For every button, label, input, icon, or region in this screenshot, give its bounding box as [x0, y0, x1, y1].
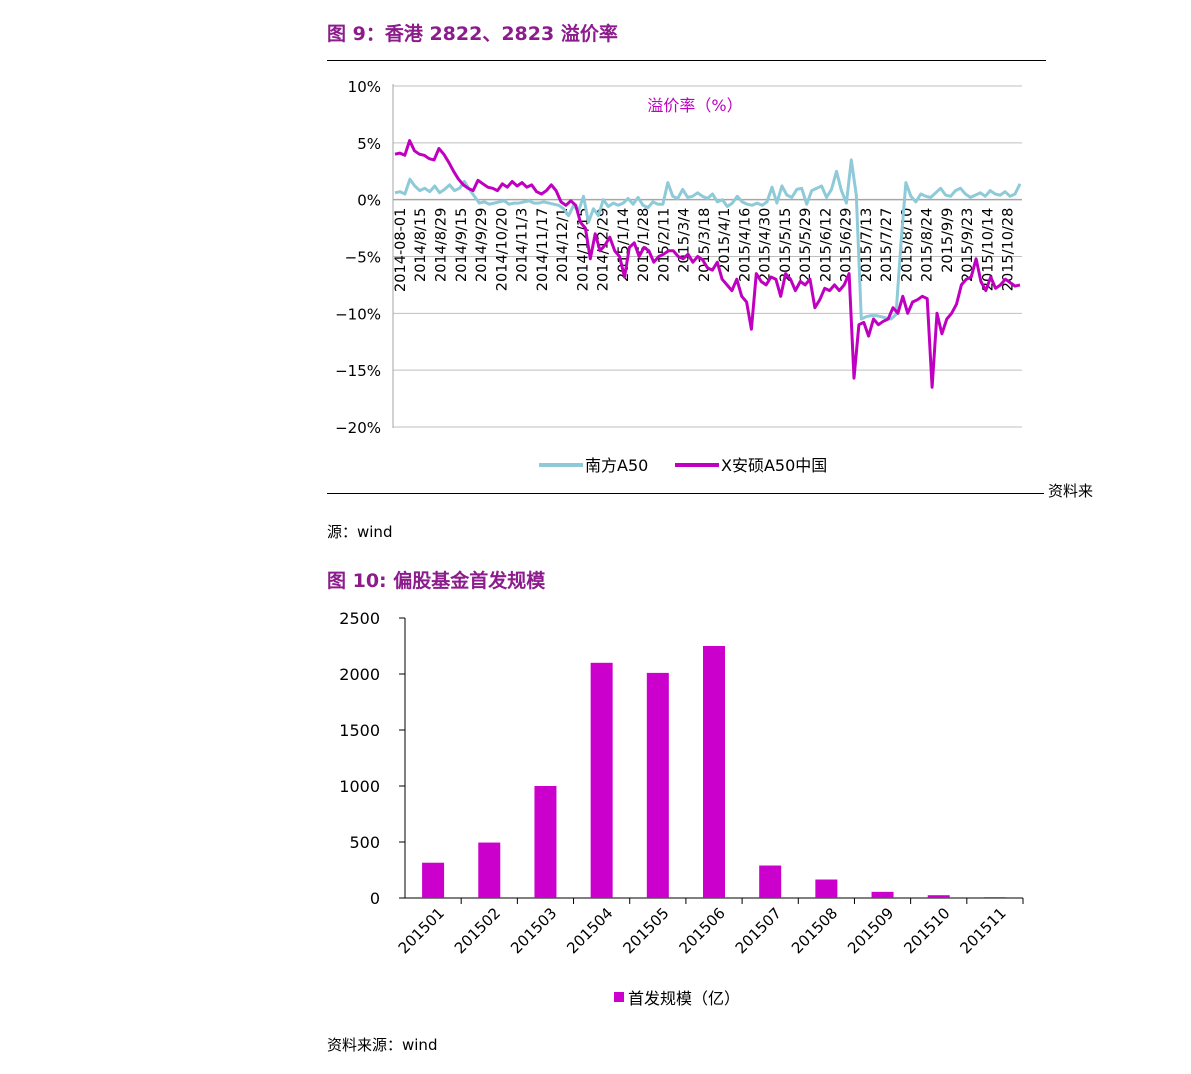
chart1-y-tick-label: −10%: [335, 305, 381, 323]
chart1-x-tick-label: 2015/10/28: [1001, 208, 1017, 292]
chart1-x-tick-label: 2015/5/29: [798, 208, 814, 282]
chart1-x-tick-label: 2014/12/15: [575, 208, 591, 292]
chart1-x-tick-label: 2014/8/29: [434, 208, 450, 282]
chart1-x-tick-label: 2014/9/29: [474, 208, 490, 282]
chart1-x-tick-label: 2014/9/15: [454, 208, 470, 282]
chart1-x-tick-label: 2014/11/17: [535, 208, 551, 292]
chart2-x-tick-label: 201501: [395, 904, 448, 957]
figure9-top-rule: [327, 60, 1046, 61]
figure9-source-left: 源：wind: [327, 523, 393, 541]
chart1-legend-label: 南方A50: [585, 456, 648, 475]
chart2-bar: [422, 862, 445, 898]
chart1-y-tick-label: −15%: [335, 362, 381, 380]
chart2-legend: 首发规模（亿）: [614, 989, 740, 1008]
chart2-bars: [422, 646, 1006, 898]
chart1-y-tick-label: −5%: [345, 249, 381, 267]
chart2-bar: [759, 865, 782, 898]
chart1-y-tick-label: 0%: [357, 192, 381, 210]
chart2-legend-swatch: [614, 992, 624, 1002]
chart1-x-tick-label: 2015/5/15: [778, 208, 794, 282]
chart1-gridlines: [393, 85, 1022, 428]
premium-rate-line-chart: 10%5%0%−5%−10%−15%−20% 2014-08-01 2014/8/…: [335, 78, 1022, 475]
chart2-bar: [703, 646, 725, 898]
chart2-bar: [478, 842, 501, 898]
chart1-x-tick-label: 2014-08-01: [393, 208, 409, 292]
chart2-y-tick-label: 2500: [339, 609, 380, 628]
figure9-source-right: 资料来: [1048, 482, 1094, 500]
chart2-y-tick-label: 0: [370, 889, 380, 908]
chart2-x-tick-label: 201502: [451, 904, 504, 957]
chart2-bar: [646, 672, 669, 898]
chart2-bar: [927, 895, 950, 898]
chart1-x-tick-label: 2014/10/20: [494, 208, 510, 292]
chart1-title: 溢价率（%）: [647, 96, 742, 115]
chart2-x-tick-label: 201510: [900, 904, 953, 957]
chart1-y-tick-labels: 10% 5% 0% −5% −10% −15% −20%: [335, 78, 381, 437]
chart1-x-tick-label: 2015/9/23: [960, 208, 976, 282]
chart1-x-tick-label: 2014/12/1: [555, 208, 571, 282]
chart1-x-tick-label: 2015/7/13: [859, 208, 875, 282]
figure9-bottom-rule: [327, 493, 1044, 494]
chart2-y-tick-label: 500: [349, 833, 380, 852]
chart2-x-tick-label: 201506: [676, 904, 729, 957]
chart1-x-tick-label: 2015/4/30: [758, 208, 774, 282]
chart1-legend-label: X安硕A50中国: [721, 456, 827, 475]
chart1-x-tick-label: 2014/11/3: [515, 208, 531, 282]
chart1-x-tick-label: 2015/3/18: [697, 208, 713, 282]
chart2-x-tick-label: 201508: [788, 904, 841, 957]
chart2-bar: [534, 786, 557, 898]
chart2-x-tick-label: 201509: [844, 904, 897, 957]
chart1-legend: 南方A50 X安硕A50中国: [539, 456, 827, 475]
chart2-x-tick-label: 201507: [732, 904, 785, 957]
chart1-x-tick-label: 2015/1/28: [636, 208, 652, 282]
chart1-x-tick-label: 2015/8/24: [920, 208, 936, 282]
chart1-series-line: [394, 158, 1022, 321]
figure10-title: 图 10: 偏股基金首发规模: [327, 570, 546, 592]
figure10-source: 资料来源：wind: [327, 1036, 438, 1054]
chart1-x-tick-label: 2014/8/15: [413, 208, 429, 282]
chart2-x-tick-label: 201505: [619, 904, 672, 957]
figure9-title: 图 9：香港 2822、2823 溢价率: [327, 23, 618, 45]
chart2-y-tick-label: 2000: [339, 665, 380, 684]
chart1-x-tick-label: 2015/4/16: [737, 208, 753, 282]
chart1-series-lines: [394, 139, 1022, 389]
chart2-bar: [983, 897, 1006, 898]
chart2-bar: [815, 879, 838, 898]
chart1-x-tick-labels: 2014-08-01 2014/8/15 2014/8/29 2014/9/15 201…: [393, 208, 1017, 292]
chart1-x-tick-label: 2015/4/1: [717, 208, 733, 273]
chart1-y-tick-label: −20%: [335, 419, 381, 437]
chart1-x-tick-label: 2015/10/14: [980, 208, 996, 292]
chart1-x-tick-label: 2015/3/4: [677, 208, 693, 273]
chart2-bar: [871, 891, 894, 898]
chart2-x-tick-label: 201503: [507, 904, 560, 957]
chart1-series-line: [394, 139, 1021, 389]
chart1-x-tick-label: 2015/7/27: [879, 208, 895, 282]
chart2-x-tick-labels: 201501 201502 201503 201504 201505 201506 2015…: [395, 898, 1024, 957]
chart1-x-tick-label: 2014/12/29: [596, 208, 612, 292]
chart2-x-tick-label: 201511: [957, 904, 1010, 957]
chart2-legend-label: 首发规模（亿）: [628, 989, 740, 1008]
chart2-y-tick-labels: 0 500 1000 1500 2000 2500: [339, 609, 405, 908]
chart2-y-tick-label: 1500: [339, 721, 380, 740]
chart2-y-tick-label: 1000: [339, 777, 380, 796]
chart1-x-tick-label: 2015/6/29: [839, 208, 855, 282]
chart1-y-tick-label: 5%: [357, 135, 381, 153]
chart1-x-tick-label: 2015/2/11: [656, 208, 672, 282]
chart1-x-tick-label: 2015/6/12: [818, 208, 834, 282]
chart2-bar: [590, 662, 613, 898]
chart1-y-tick-label: 10%: [348, 78, 381, 96]
chart2-x-tick-label: 201504: [563, 904, 616, 957]
chart1-x-tick-label: 2015/9/9: [940, 208, 956, 273]
